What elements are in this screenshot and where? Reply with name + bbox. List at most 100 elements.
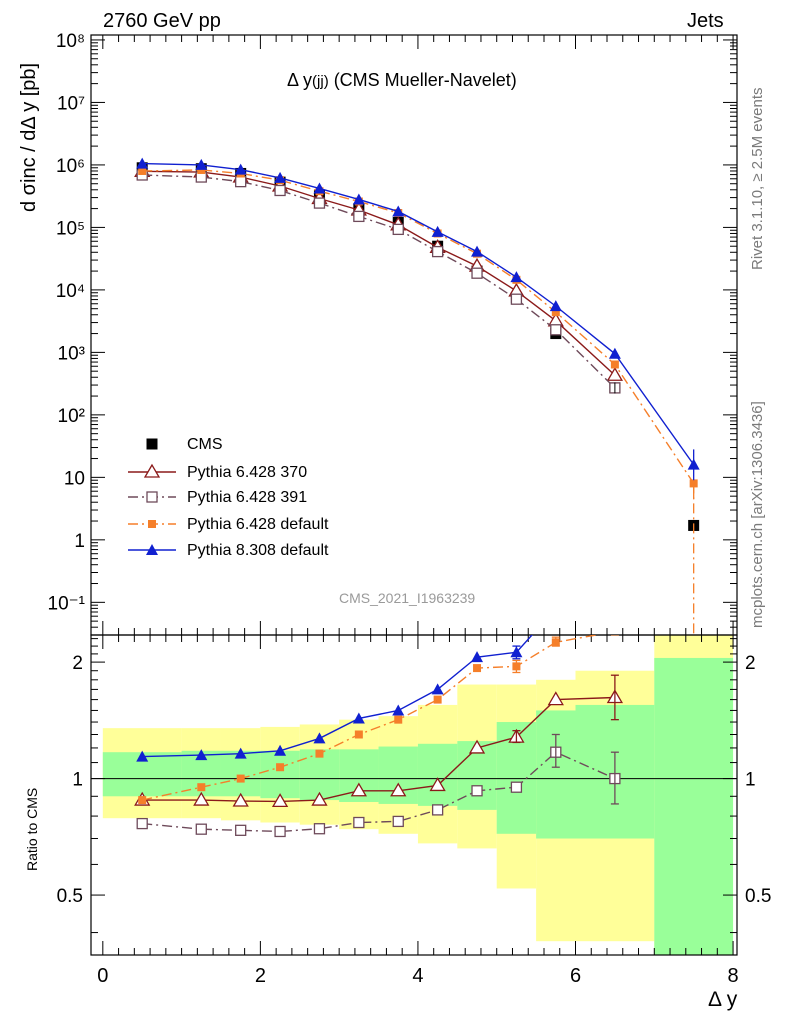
- ratio-point-pdef: [315, 749, 324, 758]
- ratio-point-p391: [235, 824, 247, 836]
- main-y-tick-label: 10⁵: [56, 218, 85, 239]
- data-point-pdef: [610, 360, 619, 369]
- ratio-point-p391: [313, 823, 326, 835]
- x-tick-label: 0: [97, 965, 108, 987]
- x-axis-title: Δ y: [708, 988, 738, 1011]
- ratio-point-p391: [274, 825, 286, 838]
- ratio-line-p8: [142, 635, 533, 758]
- ratio-point-p8: [352, 712, 365, 724]
- ratio-band-inner: [417, 743, 458, 806]
- data-point-p391: [550, 324, 562, 336]
- ratio-point-pdef: [610, 635, 619, 636]
- x-tick-label: 4: [412, 965, 423, 987]
- ratio-point-p370: [311, 791, 328, 806]
- ratio-point-p391: [471, 785, 483, 797]
- main-y-tick-label: 10⁷: [57, 93, 85, 114]
- ratio-y-tick-label: 0.5: [57, 886, 83, 907]
- ratio-point-pdef: [354, 730, 363, 739]
- ratio-point-p8: [274, 744, 287, 756]
- legend-label-p8: Pythia 8.308 default: [187, 542, 329, 559]
- main-y-tick-label: 10⁻¹: [48, 593, 86, 614]
- data-point-pdef: [197, 165, 206, 174]
- ratio-point-p370: [350, 782, 367, 797]
- ratio-point-p8: [431, 683, 444, 695]
- ratio-point-p370: [271, 793, 289, 808]
- legend-label-p370: Pythia 6.428 370: [187, 464, 308, 481]
- x-tick-label: 2: [255, 965, 266, 987]
- ratio-point-pdef: [138, 796, 147, 805]
- legend-marker-p391: [146, 491, 158, 503]
- ratio-point-p8: [136, 750, 149, 762]
- ratio-band-inner: [260, 750, 300, 799]
- legend-marker-pdef: [148, 520, 156, 528]
- ratio-point-pdef: [394, 715, 403, 724]
- main-series-group: [134, 157, 700, 635]
- data-point-p8: [549, 300, 562, 312]
- ratio-frame: [90, 634, 738, 956]
- data-point-pdef: [551, 308, 560, 317]
- plot-title-sub: (jj): [312, 73, 329, 90]
- ratio-point-p370: [232, 792, 249, 807]
- ratio-point-pdef: [197, 783, 206, 792]
- data-point-p391: [431, 245, 444, 258]
- plot-title-rest: (CMS Mueller-Navelet): [328, 70, 517, 90]
- main-y-tick-label: 1: [74, 531, 85, 552]
- data-point-p391: [274, 184, 286, 197]
- series-line-p370: [142, 170, 616, 376]
- data-point-p8: [313, 182, 326, 194]
- ratio-y-tick-label: 2: [72, 653, 83, 674]
- ratio-point-pdef: [236, 774, 245, 783]
- legend-marker-cms: [146, 438, 158, 450]
- ratio-point-p370: [468, 739, 486, 754]
- data-point-p391: [235, 175, 247, 188]
- ratio-point-p391: [195, 823, 207, 835]
- ratio-point-p370: [390, 782, 407, 797]
- main-y-tick-label: 10³: [58, 343, 85, 364]
- ratio-point-p370: [547, 691, 564, 706]
- ratio-y-tick-label: 1: [72, 770, 83, 791]
- data-point-p8: [608, 347, 621, 359]
- ratio-y-tick-label-right: 0.5: [745, 886, 771, 907]
- data-point-p391: [471, 267, 483, 279]
- data-point-pdef: [138, 166, 147, 175]
- ratio-y-tick-label-right: 1: [745, 770, 756, 791]
- data-point-p370: [606, 366, 624, 381]
- ratio-band-inner: [654, 657, 734, 955]
- ratio-point-p8: [392, 704, 405, 716]
- legend-label-p391: Pythia 6.428 391: [187, 489, 308, 506]
- energy-label: 2760 GeV pp: [103, 10, 221, 32]
- ratio-point-p391: [510, 781, 523, 793]
- data-point-p8: [431, 225, 444, 237]
- data-point-p8: [392, 205, 405, 217]
- data-point-p8: [274, 171, 287, 183]
- ratio-point-p8: [313, 732, 326, 744]
- ratio-point-p370: [429, 777, 446, 792]
- ratio-point-p391: [431, 804, 444, 816]
- data-point-p8: [234, 163, 247, 175]
- series-line-p391: [142, 174, 616, 389]
- data-point-p8: [471, 245, 484, 257]
- category-label: Jets: [687, 10, 724, 32]
- ratio-bands: [102, 635, 734, 955]
- data-point-p8: [510, 271, 523, 283]
- legend-marker-p370: [143, 463, 161, 478]
- ratio-point-p8: [471, 651, 484, 663]
- ratio-line-pdef: [142, 635, 600, 801]
- x-tick-label: 8: [727, 965, 738, 987]
- main-y-tick-label: 10: [64, 468, 85, 489]
- ratio-point-p391: [136, 817, 148, 830]
- ratio-line-p370: [142, 696, 615, 803]
- plot-title: Δ y(jj) (CMS Mueller-Navelet): [287, 70, 517, 91]
- plot-title-main: Δ y: [287, 70, 313, 90]
- ratio-point-p8: [195, 749, 208, 761]
- legend-marker-p8: [146, 544, 158, 555]
- ratio-point-p8: [550, 603, 562, 614]
- x-tick-label: 6: [570, 965, 581, 987]
- ratio-point-p370: [193, 791, 210, 806]
- data-point-p391: [392, 223, 404, 236]
- ratio-point-pdef: [276, 763, 285, 772]
- analysis-id-label: CMS_2021_I1963239: [339, 590, 476, 606]
- series-line-pdef: [142, 169, 695, 484]
- main-frame: [90, 34, 738, 636]
